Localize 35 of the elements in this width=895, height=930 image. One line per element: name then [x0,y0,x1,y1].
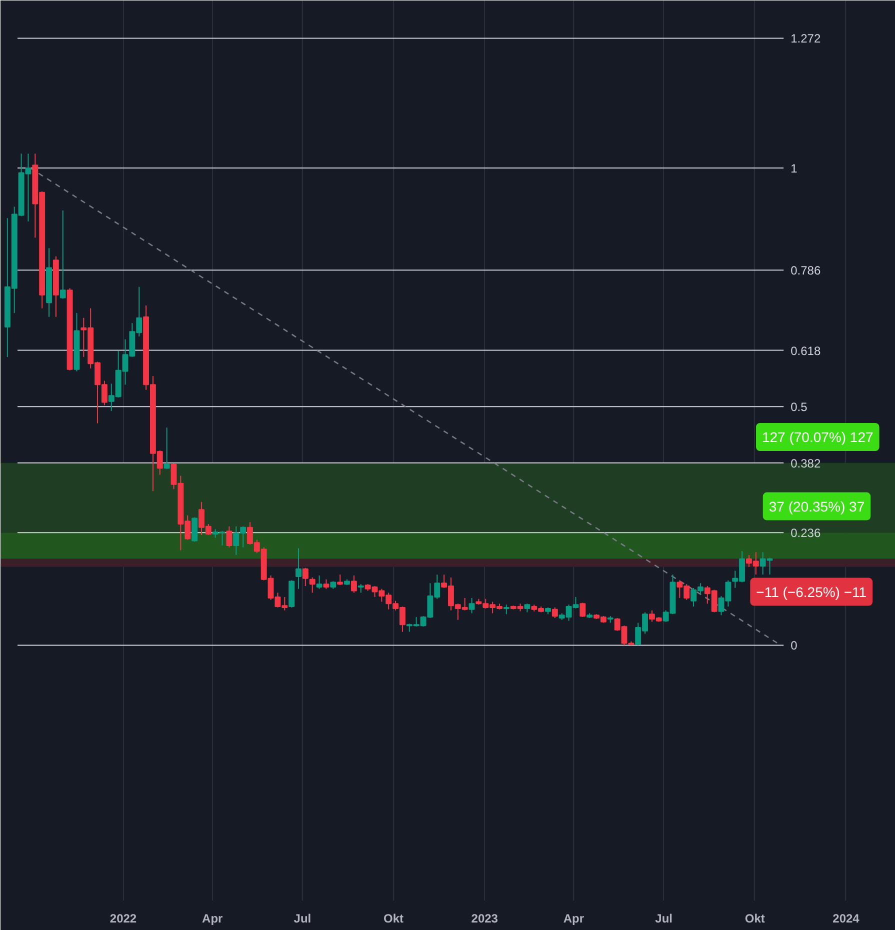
candlestick [468,597,475,614]
x-tick-label: Jul [655,912,673,926]
ref-line-label: 0.5 [790,400,808,414]
candlestick [309,576,316,594]
candlestick [296,548,302,590]
candlestick [60,210,66,300]
candlestick [226,526,232,548]
candlestick [302,567,308,587]
x-tick-label: Apr [563,912,584,926]
ref-line-label: 1 [790,161,798,176]
candlestick [580,602,586,618]
x-tick-label: Jul [294,912,312,926]
annotation: 37 (20.35%) 37 [768,498,865,514]
ref-line-label: 0 [790,638,798,653]
candlestick [552,607,558,618]
candlestick [337,574,344,586]
candlestick [192,516,198,542]
candlestick [503,604,510,615]
candlestick [350,575,357,594]
x-tick-label: 2022 [110,912,137,926]
annotation: 127 (70.07%) 127 [762,429,874,445]
ref-line-label: 0.786 [790,264,821,278]
x-tick-label: Okt [744,912,765,926]
ref-line-label: 0.236 [790,526,821,540]
x-tick-label: 2024 [832,912,860,926]
ref-line-label: 0.382 [790,456,821,470]
x-tick-label: Okt [384,912,404,926]
candlestick [316,575,322,590]
annotation: −11 (−6.25%) −11 [756,584,867,600]
x-tick-label: 2023 [471,912,498,926]
candlestick [164,427,170,470]
x-tick-label: Apr [202,912,224,926]
ref-line-label: 0.618 [790,344,821,358]
ref-line-label: 1.272 [790,32,821,46]
candlestick [323,578,330,590]
